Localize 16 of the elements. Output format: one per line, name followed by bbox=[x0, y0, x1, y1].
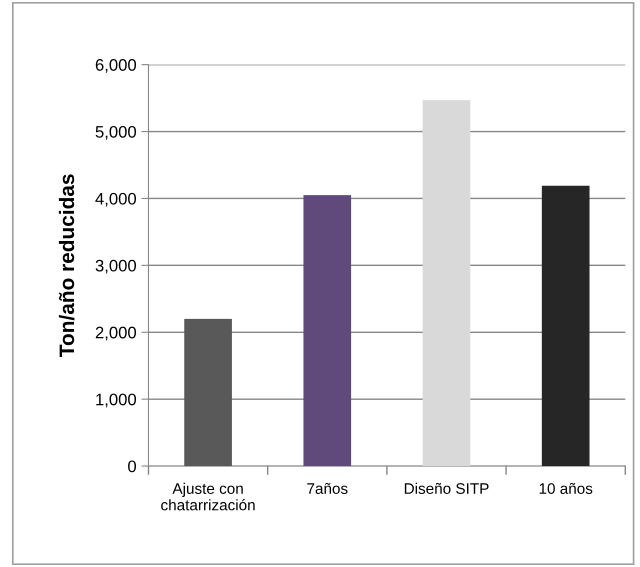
bar bbox=[542, 186, 590, 466]
x-tick-label: 7años bbox=[307, 482, 348, 494]
bar bbox=[184, 318, 232, 466]
y-tick-label: 6,000 bbox=[96, 59, 136, 73]
y-tick-label: 4,000 bbox=[95, 192, 136, 207]
bar bbox=[303, 195, 352, 466]
x-tick-label: Ajuste con chatarrización bbox=[161, 482, 255, 510]
y-tick-label: 0 bbox=[128, 460, 136, 472]
y-tick-label: 5,000 bbox=[96, 126, 136, 140]
y-tick-label: 1,000 bbox=[96, 394, 136, 408]
y-axis-title: Ton/año reducidas bbox=[58, 174, 74, 357]
x-tick-label: Diseño SITP bbox=[404, 482, 489, 494]
y-tick-label: 3,000 bbox=[96, 260, 136, 274]
y-tick-label: 2,000 bbox=[96, 326, 136, 340]
x-tick-label: 10 años bbox=[540, 482, 592, 494]
bar bbox=[422, 100, 470, 466]
